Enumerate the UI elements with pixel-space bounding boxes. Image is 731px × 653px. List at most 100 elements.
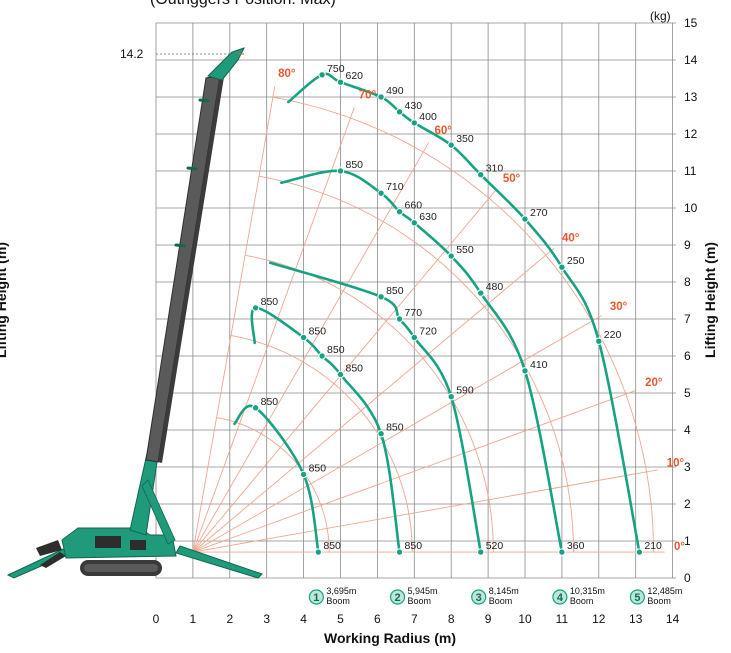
load-value-label: 620 — [346, 70, 364, 82]
angle-label: 60° — [434, 125, 452, 137]
y-tick-label: 11 — [684, 164, 697, 178]
x-tick-label: 7 — [411, 612, 418, 626]
load-value-label: 850 — [346, 159, 364, 171]
load-value-label: 400 — [419, 111, 437, 123]
load-point — [410, 119, 418, 127]
load-point — [410, 219, 418, 227]
y-tick-label: 5 — [684, 386, 691, 400]
load-point — [477, 289, 485, 297]
load-value-label: 660 — [405, 200, 423, 212]
load-value-label: 710 — [386, 181, 404, 193]
x-tick-label: 6 — [374, 612, 381, 626]
y-tick-label: 14 — [684, 53, 698, 67]
y-tick-label: 2 — [684, 497, 691, 511]
boom-word-label: Boom — [408, 596, 432, 606]
boom-reach-arc — [258, 175, 574, 553]
x-tick-label: 12 — [592, 612, 606, 626]
load-point — [299, 333, 308, 342]
load-value-label: 630 — [419, 211, 437, 223]
boom-reach-arc — [272, 96, 655, 553]
boom-length-label: 3,695m — [326, 586, 356, 596]
load-point — [336, 167, 345, 175]
unit-label: (kg) — [650, 9, 671, 23]
boom-length-label: 12,485m — [647, 586, 682, 596]
load-point — [521, 367, 529, 375]
x-tick-label: 4 — [300, 612, 307, 626]
boom-word-label: Boom — [570, 596, 594, 606]
load-value-label: 270 — [530, 207, 548, 219]
load-point — [395, 108, 404, 116]
y-axis-title-left: Lifting Height (m) — [0, 242, 9, 358]
load-point — [336, 370, 345, 379]
angle-label: 50° — [503, 173, 521, 185]
x-tick-label: 2 — [226, 612, 233, 626]
load-value-label: 850 — [346, 363, 364, 375]
load-point — [395, 208, 404, 216]
load-value-label: 750 — [327, 63, 345, 75]
load-point — [447, 141, 455, 149]
load-point — [314, 548, 323, 556]
load-value-label: 850 — [309, 462, 327, 474]
chart-subtitle: (Outriggers Position: Max) — [150, 0, 336, 8]
load-point — [318, 352, 326, 360]
load-value-label: 220 — [604, 329, 622, 341]
load-value-label: 850 — [386, 285, 404, 297]
y-tick-label: 3 — [684, 460, 691, 474]
crane-illustration — [6, 47, 263, 579]
angle-line — [192, 315, 602, 553]
load-point — [377, 93, 385, 101]
boom-arc-3 — [268, 261, 483, 554]
boom-number-badge — [552, 589, 568, 605]
load-value-label: 430 — [405, 100, 423, 112]
angle-line — [192, 247, 555, 553]
load-point — [251, 304, 260, 312]
angle-label: 40° — [562, 232, 580, 244]
load-point — [377, 189, 385, 197]
angle-lines — [192, 86, 665, 553]
load-value-label: 490 — [386, 85, 404, 97]
load-point — [595, 337, 603, 345]
load-value-label: 720 — [419, 326, 437, 338]
y-tick-label: 8 — [684, 275, 691, 289]
x-tick-label: 1 — [190, 612, 197, 626]
load-point — [410, 333, 418, 342]
load-value-label: 850 — [405, 540, 423, 552]
load-value-label: 410 — [530, 359, 548, 371]
boom-word-label: Boom — [489, 596, 513, 606]
load-value-label: 360 — [567, 540, 585, 552]
y-tick-label: 9 — [684, 238, 691, 252]
boom-number: 5 — [634, 592, 640, 604]
load-value-label: 850 — [323, 540, 341, 552]
boom-number: 2 — [394, 592, 400, 604]
y-axis-title-right: Lifting Height (m) — [702, 242, 718, 358]
angle-labels: 0° 10° 20° 30° 40° 50° 60° 70° 80° — [278, 68, 685, 553]
load-value-label: 350 — [456, 133, 474, 145]
load-point — [377, 430, 385, 438]
x-axis-title: Working Radius (m) — [324, 630, 456, 646]
x-tick-label: 14 — [666, 612, 680, 626]
boom-length-label: 8,145m — [489, 586, 519, 596]
x-tick-label: 10 — [518, 612, 532, 626]
x-tick-label: 5 — [337, 612, 344, 626]
angle-line — [192, 107, 355, 553]
boom-number-badge — [471, 589, 487, 605]
x-tick-label: 13 — [629, 612, 643, 626]
outrigger-right — [175, 545, 263, 579]
load-point — [558, 548, 566, 556]
angle-label: 70° — [359, 90, 377, 102]
load-value-label: 850 — [386, 422, 404, 434]
load-value-label: 850 — [309, 326, 327, 338]
boom-length-label: 10,315m — [570, 586, 605, 596]
x-tick-label: 0 — [153, 612, 160, 626]
outrigger-rear — [40, 552, 66, 568]
load-point — [477, 171, 485, 179]
load-point — [521, 215, 529, 223]
load-points: 8508508508508508508508508505205907207708… — [251, 63, 662, 556]
load-value-label: 550 — [456, 244, 474, 256]
x-tick-label: 8 — [448, 612, 455, 626]
angle-label: 20° — [645, 377, 663, 389]
angle-label: 0° — [674, 541, 685, 553]
